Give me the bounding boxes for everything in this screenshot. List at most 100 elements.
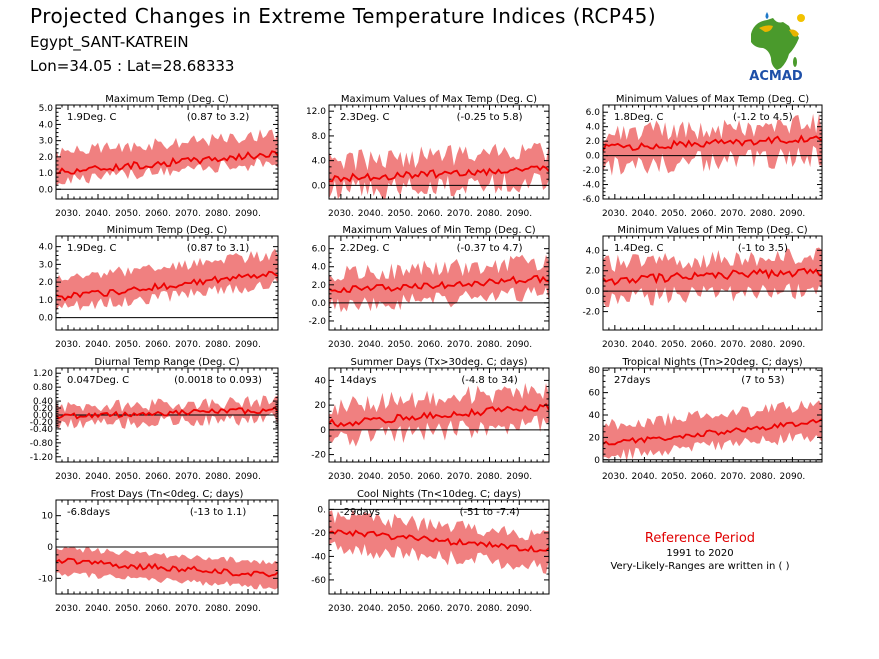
y-tick-label: 0.20 [33, 404, 53, 414]
y-tick-label: -10 [38, 574, 53, 584]
x-tick-label: 2060. [417, 209, 443, 219]
median-line [329, 274, 549, 294]
projected-change-value: 1.4Deg. C [614, 243, 663, 254]
very-likely-range-band [329, 254, 549, 313]
x-tick-label: 2040. [632, 472, 658, 482]
very-likely-range-band [56, 129, 278, 186]
x-tick-label: 2050. [115, 340, 141, 350]
projected-change-value: 2.3Deg. C [340, 112, 389, 123]
chart-title: Maximum Values of Max Temp (Deg. C) [341, 94, 537, 105]
chart-plot-area [329, 142, 549, 199]
station-coordinates: Lon=34.05 : Lat=28.68333 [30, 57, 235, 75]
x-tick-label: 2070. [447, 472, 473, 482]
x-tick-label: 2030. [328, 340, 354, 350]
projected-change-value: -6.8days [67, 507, 110, 518]
chart-frame [328, 367, 550, 463]
chart-panel-10: 2030. 2040. 2050. 2060. 2070. 2080. 2090. -10 0 1… [38, 489, 279, 614]
x-tick-label: 2030. [55, 604, 81, 614]
x-tick-label: 2050. [387, 472, 413, 482]
y-tick-label: 2.0 [586, 267, 601, 277]
projected-change-value: 0.047Deg. C [67, 375, 129, 386]
median-line [603, 418, 822, 446]
y-tick-label: 2.0 [312, 281, 327, 291]
very-likely-range: (-1.2 to 4.5) [733, 112, 793, 123]
median-line [329, 165, 549, 183]
x-tick-label: 2060. [691, 209, 717, 219]
x-tick-label: 2080. [205, 472, 231, 482]
x-tick-label: 2040. [85, 340, 111, 350]
x-tick-label: 2070. [447, 209, 473, 219]
very-likely-range-band [56, 248, 278, 312]
x-tick-label: 2050. [661, 209, 687, 219]
x-tick-label: 2080. [750, 209, 776, 219]
page-title: Projected Changes in Extreme Temperature… [30, 4, 657, 28]
x-tick-label: 2070. [720, 340, 746, 350]
y-tick-label: 4.0 [312, 263, 327, 273]
x-tick-label: 2030. [55, 472, 81, 482]
y-tick-label: 3.0 [39, 260, 54, 270]
x-tick-label: 2040. [85, 209, 111, 219]
very-likely-range: (-51 to -7.4) [460, 507, 520, 518]
median-line [56, 557, 278, 578]
y-tick-label: 0.0 [312, 181, 327, 191]
x-tick-label: 2050. [115, 472, 141, 482]
x-tick-label: 2080. [205, 209, 231, 219]
x-tick-label: 2070. [175, 604, 201, 614]
chart-plot-area [56, 546, 278, 590]
x-tick-label: 2050. [387, 340, 413, 350]
x-tick-label: 2050. [115, 209, 141, 219]
x-tick-label: 2080. [750, 340, 776, 350]
very-likely-range: (0.87 to 3.2) [187, 112, 249, 123]
chart-panel-7: 2030. 2040. 2050. 2060. 2070. 2080. 2090. -1.20… [30, 357, 279, 482]
y-tick-label: 0. [317, 505, 326, 515]
very-likely-range: (-0.37 to 4.7) [457, 243, 523, 254]
x-tick-label: 2090. [235, 472, 261, 482]
x-tick-label: 2090. [235, 604, 261, 614]
y-tick-label: 2.0 [39, 278, 54, 288]
median-line [56, 150, 278, 175]
chart-title: Minimum Values of Max Temp (Deg. C) [616, 94, 809, 105]
projected-change-value: 27days [614, 375, 650, 386]
x-tick-label: 2050. [661, 340, 687, 350]
very-likely-range: (-1 to 3.5) [738, 243, 788, 254]
y-tick-label: 40 [315, 376, 327, 386]
x-tick-label: 2080. [750, 472, 776, 482]
x-tick-label: 2090. [780, 209, 806, 219]
chart-frame [328, 104, 550, 200]
very-likely-range: (-13 to 1.1) [190, 507, 247, 518]
chart-title: Summer Days (Tx>30deg. C; days) [350, 357, 527, 368]
x-tick-label: 2050. [387, 604, 413, 614]
median-line [603, 134, 822, 153]
y-tick-label: 0 [320, 426, 326, 436]
y-tick-label: 5.0 [39, 104, 54, 114]
x-tick-label: 2030. [55, 209, 81, 219]
y-tick-label: -2.0 [582, 166, 600, 176]
chart-plot-area [56, 129, 278, 190]
x-tick-label: 2030. [602, 340, 628, 350]
x-tick-label: 2040. [632, 209, 658, 219]
x-tick-label: 2030. [328, 209, 354, 219]
x-tick-label: 2070. [447, 604, 473, 614]
chart-frame [602, 235, 823, 331]
x-tick-label: 2070. [720, 209, 746, 219]
y-tick-label: 1.0 [39, 169, 54, 179]
y-tick-label: 4.0 [586, 246, 601, 256]
x-tick-label: 2040. [358, 209, 384, 219]
x-tick-label: 2080. [477, 209, 503, 219]
x-tick-label: 2060. [145, 604, 171, 614]
chart-panel-5: 2030. 2040. 2050. 2060. 2070. 2080. 2090. -2.0 0… [308, 225, 550, 350]
y-tick-label: -1.20 [30, 453, 54, 463]
very-likely-range-band [56, 546, 278, 590]
reference-period-box: Reference Period 1991 to 2020 Very-Likel… [584, 531, 816, 572]
chart-plot-area [603, 247, 822, 308]
x-tick-label: 2050. [387, 209, 413, 219]
very-likely-range-band [56, 395, 278, 429]
y-tick-label: 1.20 [33, 369, 53, 379]
y-tick-label: 0.0 [312, 299, 327, 309]
chart-panel-4: 2030. 2040. 2050. 2060. 2070. 2080. 2090. 0.0 1.… [39, 225, 279, 350]
very-likely-range-band [603, 113, 822, 176]
y-tick-label: 4.0 [586, 123, 601, 133]
y-tick-label: 0 [594, 456, 600, 466]
x-tick-label: 2090. [506, 340, 532, 350]
projected-change-value: 14days [340, 375, 376, 386]
